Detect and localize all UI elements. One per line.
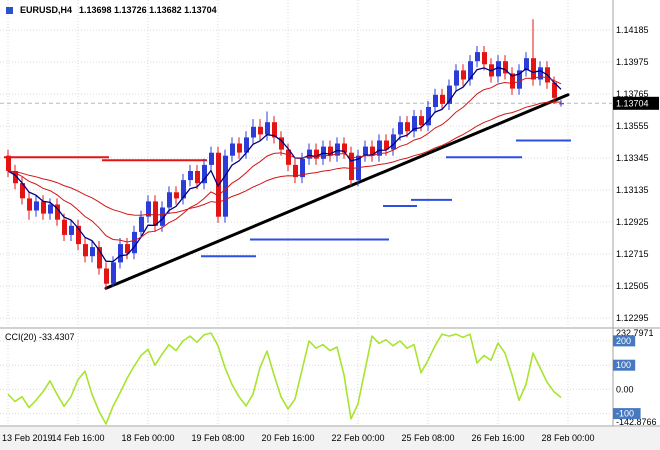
- price-axis-label: 1.13135: [616, 185, 649, 195]
- symbol-ohlc-info: EURUSD,H4 1.13698 1.13726 1.13682 1.1370…: [6, 5, 217, 15]
- resistance-step-line: [4, 156, 207, 162]
- time-axis-label: 25 Feb 08:00: [401, 433, 454, 443]
- price-axis-label: 1.13975: [616, 57, 649, 67]
- price-axis-label: 1.14185: [616, 25, 649, 35]
- cci-zero-label: 0.00: [616, 384, 634, 394]
- time-axis-label: 19 Feb 08:00: [191, 433, 244, 443]
- current-price-tag: [613, 96, 659, 110]
- cci-max-label: 232.7971: [616, 328, 654, 338]
- ma-line-13: [7, 76, 562, 243]
- cci-level-badge-label: 100: [616, 360, 631, 370]
- candles-layer: [6, 19, 564, 290]
- cci-level-badge-label: -100: [616, 409, 634, 419]
- price-axis-label: 1.12295: [616, 313, 649, 323]
- cci-level-badge: [613, 335, 636, 347]
- cci-level-badge-label: 200: [616, 336, 631, 346]
- time-axis-label: 18 Feb 00:00: [121, 433, 174, 443]
- time-axis-label: 26 Feb 16:00: [471, 433, 524, 443]
- symbol-period-label: EURUSD,H4: [20, 5, 73, 15]
- price-axis-label: 1.12505: [616, 281, 649, 291]
- price-axis-label: 1.12715: [616, 249, 649, 259]
- time-axis-label: 14 Feb 16:00: [51, 433, 104, 443]
- cci-indicator-label[interactable]: CCI(20) -33.4307: [5, 332, 75, 342]
- ohlc-values: 1.13698 1.13726 1.13682 1.13704: [79, 5, 217, 15]
- price-axis-label: 1.13765: [616, 89, 649, 99]
- time-axis-label: 13 Feb 2019: [2, 433, 53, 443]
- price-axis-label: 1.12925: [616, 217, 649, 227]
- cci-line: [7, 332, 562, 425]
- price-axis-label: 1.13345: [616, 153, 649, 163]
- cci-min-label: -142.8766: [616, 417, 657, 427]
- grid-layer: [0, 0, 612, 424]
- ma-line-5: [7, 66, 562, 263]
- chart-symbol-icon: [6, 6, 13, 14]
- cci-level-badge: [613, 359, 636, 371]
- cci-level-badge: [613, 408, 641, 420]
- time-axis-label: 28 Feb 00:00: [541, 433, 594, 443]
- current-price-label: 1.13704: [616, 98, 649, 108]
- price-axis[interactable]: 1.14185 1.13975 1.13765 1.13555 1.13345 1.131…: [616, 25, 649, 323]
- ma-line-34: [7, 101, 562, 216]
- cci-axis[interactable]: 232.7971 -142.8766 0.00 200 100 -100: [613, 328, 657, 427]
- time-axis-label: 20 Feb 16:00: [261, 433, 314, 443]
- support-step-line: [201, 139, 571, 258]
- trendline[interactable]: [104, 93, 570, 290]
- price-axis-label: 1.13555: [616, 121, 649, 131]
- time-axis-label: 22 Feb 00:00: [331, 433, 384, 443]
- time-axis-strip: [0, 427, 660, 450]
